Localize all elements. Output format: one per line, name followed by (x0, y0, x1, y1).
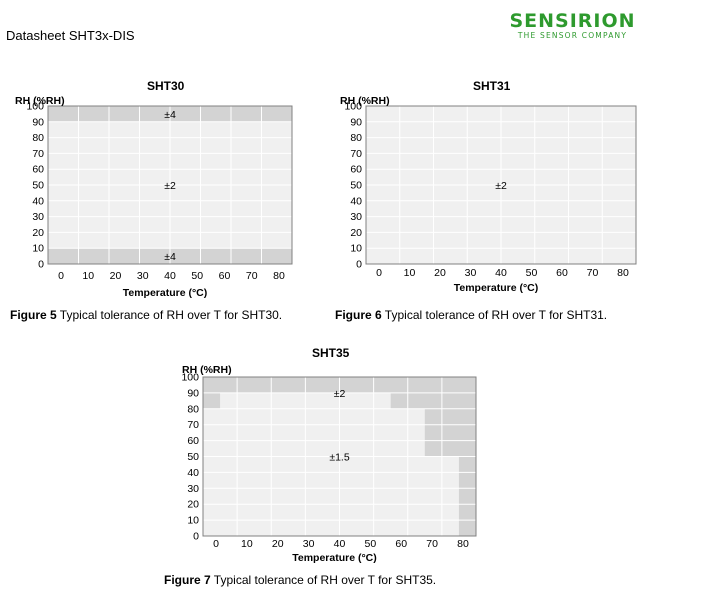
y-tick-label: 90 (350, 116, 362, 128)
figure-6-caption: Figure 6 Typical tolerance of RH over T … (335, 308, 608, 322)
y-tick-label: 80 (350, 132, 362, 144)
x-tick-label: 0 (376, 267, 382, 279)
y-tick-label: 10 (350, 243, 362, 255)
x-tick-label: 50 (191, 270, 203, 282)
y-tick-label: 100 (181, 372, 199, 384)
y-tick-label: 50 (32, 180, 44, 192)
figure-7-caption: Figure 7 Typical tolerance of RH over T … (164, 573, 437, 587)
x-tick-label: 20 (272, 538, 284, 550)
y-tick-label: 30 (187, 483, 199, 495)
plot-border (202, 376, 477, 537)
y-tick-label: 70 (350, 148, 362, 160)
y-tick-label: 0 (193, 531, 199, 543)
x-tick-label: 70 (426, 538, 438, 550)
x-tick-label: 40 (334, 538, 346, 550)
tolerance-value-label: ±4 (164, 251, 176, 263)
y-tick-label: 40 (187, 467, 199, 479)
x-tick-label: 50 (365, 538, 377, 550)
y-axis-label: RH (%RH) (182, 364, 232, 376)
y-tick-label: 60 (187, 435, 199, 447)
y-axis-label: RH (%RH) (340, 95, 390, 107)
chart-title-sht30: SHT30 (147, 79, 185, 93)
y-tick-label: 100 (26, 101, 44, 113)
x-tick-label: 20 (434, 267, 446, 279)
x-tick-label: 30 (303, 538, 315, 550)
figure-5-caption: Figure 5 Typical tolerance of RH over T … (10, 308, 283, 322)
x-axis-label: Temperature (°C) (292, 552, 377, 564)
y-tick-label: 30 (350, 211, 362, 223)
y-tick-label: 60 (350, 164, 362, 176)
y-tick-label: 40 (350, 195, 362, 207)
tolerance-value-label: ±2 (495, 180, 507, 192)
x-tick-label: 60 (556, 267, 568, 279)
plot-border (365, 105, 637, 265)
x-tick-label: 20 (110, 270, 122, 282)
tolerance-region-high (390, 392, 476, 409)
x-tick-label: 30 (137, 270, 149, 282)
y-axis-label: RH (%RH) (15, 95, 65, 107)
y-tick-label: 70 (32, 148, 44, 160)
tolerance-value-label: ±1.5 (329, 452, 350, 464)
x-tick-label: 80 (273, 270, 285, 282)
tolerance-value-label: ±4 (164, 109, 176, 121)
tolerance-region-high (458, 456, 476, 536)
x-axis-label: Temperature (°C) (123, 287, 208, 299)
y-tick-label: 30 (32, 211, 44, 223)
x-tick-label: 10 (241, 538, 253, 550)
x-tick-label: 80 (617, 267, 629, 279)
logo-tagline: THE SENSOR COMPANY (517, 31, 628, 40)
chart-title-sht35: SHT35 (312, 346, 350, 360)
logo-wordmark: SENSIRION (509, 10, 636, 32)
x-tick-label: 50 (526, 267, 538, 279)
y-tick-label: 20 (187, 499, 199, 511)
y-tick-label: 0 (38, 259, 44, 271)
x-tick-label: 60 (395, 538, 407, 550)
x-tick-label: 70 (246, 270, 258, 282)
x-tick-label: 10 (404, 267, 416, 279)
chart-title-sht31: SHT31 (473, 79, 511, 93)
x-tick-label: 40 (495, 267, 507, 279)
plot-border (47, 105, 293, 265)
y-tick-label: 10 (187, 515, 199, 527)
y-tick-label: 90 (187, 387, 199, 399)
x-tick-label: 60 (219, 270, 231, 282)
tolerance-region-high (203, 392, 221, 409)
y-tick-label: 90 (32, 116, 44, 128)
y-tick-label: 80 (32, 132, 44, 144)
y-tick-label: 80 (187, 403, 199, 415)
y-tick-label: 60 (32, 164, 44, 176)
y-tick-label: 10 (32, 243, 44, 255)
x-tick-label: 10 (82, 270, 94, 282)
y-tick-label: 70 (187, 419, 199, 431)
document-title: Datasheet SHT3x-DIS (6, 28, 135, 43)
x-tick-label: 0 (213, 538, 219, 550)
x-tick-label: 0 (58, 270, 64, 282)
y-tick-label: 20 (32, 227, 44, 239)
tolerance-value-label: ±2 (334, 388, 346, 400)
y-tick-label: 0 (356, 259, 362, 271)
tolerance-region-high (424, 408, 476, 457)
y-tick-label: 40 (32, 195, 44, 207)
x-tick-label: 40 (164, 270, 176, 282)
sensirion-logo: SENSIRION THE SENSOR COMPANY (495, 11, 650, 41)
y-tick-label: 20 (350, 227, 362, 239)
y-tick-label: 50 (187, 451, 199, 463)
x-tick-label: 80 (457, 538, 469, 550)
tolerance-value-label: ±2 (164, 180, 176, 192)
x-axis-label: Temperature (°C) (454, 282, 539, 294)
y-tick-label: 100 (344, 101, 362, 113)
y-tick-label: 50 (350, 180, 362, 192)
x-tick-label: 30 (465, 267, 477, 279)
x-tick-label: 70 (587, 267, 599, 279)
